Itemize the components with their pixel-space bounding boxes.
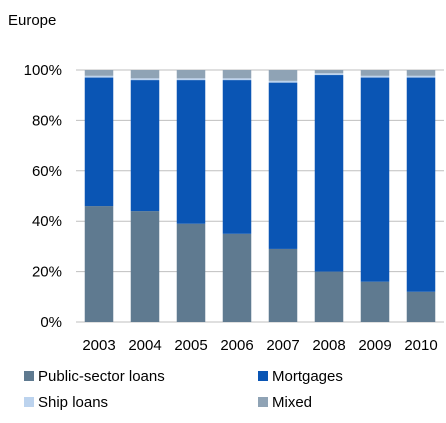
bar-segment (406, 291, 436, 322)
bar-segment (84, 77, 114, 207)
bar-segment (222, 233, 252, 322)
bar-segment (406, 70, 436, 76)
x-tick-label: 2005 (174, 337, 207, 354)
bar-segment (130, 70, 160, 79)
bar-segment (314, 73, 344, 76)
bar-segment (130, 211, 160, 322)
y-tick-label: 20% (32, 264, 62, 281)
bar-segment (176, 223, 206, 322)
legend-swatch (24, 371, 34, 381)
bar-segment (314, 271, 344, 322)
y-axis-ticks: 0% 20% 40% 60% 80% 100% (24, 62, 62, 331)
y-tick-label: 40% (32, 213, 62, 230)
bar-segment (130, 80, 160, 212)
bar-segment (84, 70, 114, 76)
bar-segment (84, 206, 114, 322)
bars (84, 70, 436, 322)
bar-segment (130, 78, 160, 81)
y-tick-label: 80% (32, 112, 62, 129)
bar-segment (360, 75, 390, 78)
bar-segment (84, 75, 114, 78)
bar-segment (360, 70, 390, 76)
y-tick-label: 60% (32, 163, 62, 180)
x-tick-label: 2003 (82, 337, 115, 354)
bar-segment (314, 75, 344, 272)
bar-segment (222, 80, 252, 234)
legend: Public-sector loans Mortgages Ship loans Mi… (24, 368, 343, 411)
x-tick-label: 2010 (404, 337, 437, 354)
chart-title: Europe (8, 12, 56, 29)
x-tick-label: 2006 (220, 337, 253, 354)
x-tick-label: 2009 (358, 337, 391, 354)
bar-segment (406, 77, 436, 292)
bar-segment (268, 82, 298, 249)
x-tick-label: 2004 (128, 337, 161, 354)
legend-label: Ship loans (38, 394, 108, 411)
bar-segment (176, 70, 206, 79)
legend-swatch (258, 397, 268, 407)
legend-swatch (258, 371, 268, 381)
bar-segment (176, 78, 206, 81)
y-tick-label: 0% (40, 314, 62, 331)
bar-segment (176, 80, 206, 224)
legend-swatch (24, 397, 34, 407)
legend-label: Mortgages (272, 368, 343, 385)
bar-segment (406, 75, 436, 78)
bar-segment (360, 281, 390, 322)
bar-segment (222, 78, 252, 81)
bar-segment (222, 70, 252, 79)
bar-segment (268, 80, 298, 83)
legend-label: Mixed (272, 394, 312, 411)
bar-segment (360, 77, 390, 282)
x-tick-label: 2007 (266, 337, 299, 354)
bar-segment (268, 70, 298, 81)
bar-segment (268, 248, 298, 322)
legend-label: Public-sector loans (38, 368, 165, 385)
bar-segment (314, 70, 344, 74)
y-tick-label: 100% (24, 62, 62, 79)
x-tick-label: 2008 (312, 337, 345, 354)
x-axis-ticks: 2003 2004 2005 2006 2007 2008 2009 2010 (82, 337, 437, 354)
